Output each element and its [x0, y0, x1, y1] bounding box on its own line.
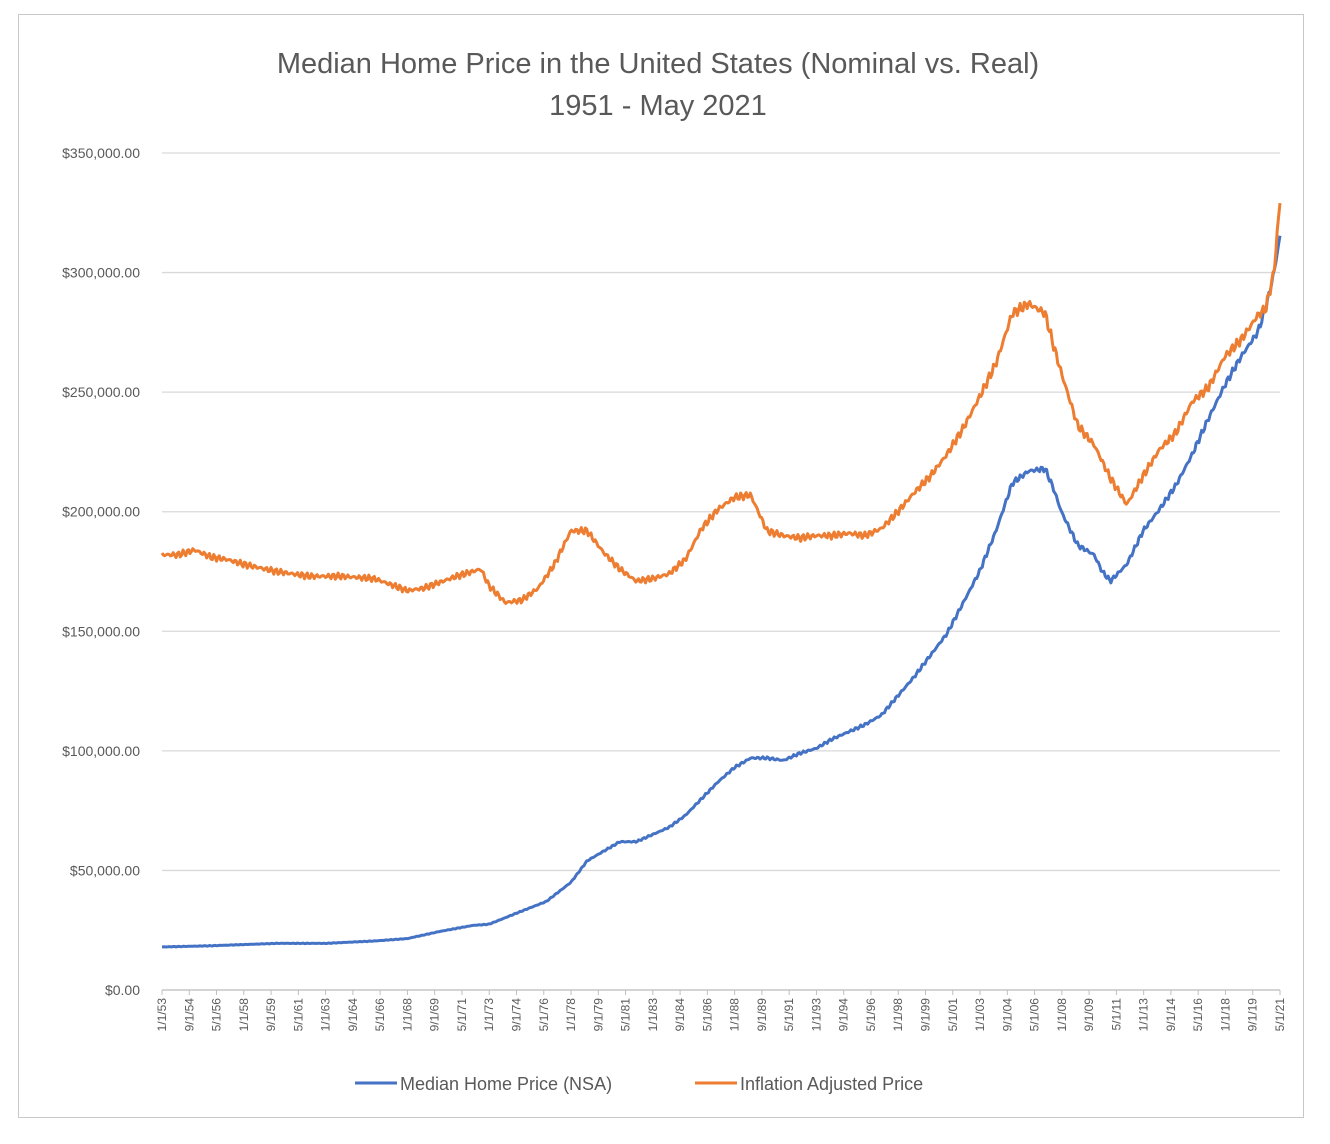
x-tick-label: 5/1/76 — [537, 998, 551, 1032]
x-tick-label: 9/1/84 — [673, 998, 687, 1032]
chart-subtitle: 1951 - May 2021 — [549, 90, 767, 122]
series-lines — [160, 202, 1282, 949]
x-tick-label: 5/1/01 — [946, 998, 960, 1032]
x-tick-label: 9/1/94 — [837, 998, 851, 1032]
y-tick-label: $250,000.00 — [62, 384, 140, 400]
x-tick-label: 1/1/63 — [319, 998, 333, 1032]
series-line-inflation-adjusted — [160, 202, 1282, 605]
x-tick-label: 1/1/13 — [1137, 998, 1151, 1032]
x-tick-label: 1/1/53 — [155, 998, 169, 1032]
y-tick-label: $350,000.00 — [62, 145, 140, 161]
x-tick-label: 5/1/61 — [291, 998, 305, 1032]
x-tick-label: 5/1/56 — [210, 998, 224, 1032]
y-tick-label: $100,000.00 — [62, 743, 140, 759]
x-tick-label: 1/1/98 — [891, 998, 905, 1032]
x-tick-label: 1/1/08 — [1055, 998, 1069, 1032]
x-tick-label: 9/1/79 — [591, 998, 605, 1032]
x-axis-ticks: 1/1/53 9/1/54 5/1/56 1/1/58 9/1/59 5/1/61 1/1/… — [155, 990, 1287, 1031]
legend-label-inflation-adjusted: Inflation Adjusted Price — [740, 1074, 923, 1094]
x-tick-label: 9/1/89 — [755, 998, 769, 1032]
chart-frame — [18, 14, 1304, 1118]
x-tick-label: 5/1/21 — [1273, 998, 1287, 1032]
x-tick-label: 9/1/14 — [1164, 998, 1178, 1032]
x-tick-label: 5/1/91 — [782, 998, 796, 1032]
x-tick-label: 1/1/93 — [809, 998, 823, 1032]
x-tick-label: 5/1/96 — [864, 998, 878, 1032]
x-tick-label: 9/1/54 — [182, 998, 196, 1032]
x-tick-label: 5/1/11 — [1109, 998, 1123, 1031]
x-tick-label: 5/1/16 — [1191, 998, 1205, 1032]
x-tick-label: 5/1/06 — [1028, 998, 1042, 1032]
x-tick-label: 9/1/69 — [428, 998, 442, 1032]
x-tick-label: 1/1/03 — [973, 998, 987, 1032]
x-tick-label: 5/1/86 — [700, 998, 714, 1032]
x-tick-label: 9/1/74 — [509, 998, 523, 1032]
y-tick-label: $300,000.00 — [62, 265, 140, 281]
legend-label-nominal: Median Home Price (NSA) — [400, 1074, 612, 1094]
x-tick-label: 1/1/78 — [564, 998, 578, 1032]
x-tick-label: 1/1/68 — [400, 998, 414, 1032]
chart-title: Median Home Price in the United States (… — [277, 48, 1039, 80]
x-tick-label: 1/1/18 — [1218, 998, 1232, 1032]
legend: Median Home Price (NSA) Inflation Adjuste… — [355, 1074, 923, 1094]
y-tick-label: $150,000.00 — [62, 623, 140, 639]
x-tick-label: 5/1/81 — [619, 998, 633, 1032]
y-tick-label: $0.00 — [105, 982, 140, 998]
gridlines — [162, 152, 1280, 991]
x-tick-label: 1/1/88 — [728, 998, 742, 1032]
x-tick-label: 9/1/59 — [264, 998, 278, 1032]
x-tick-label: 1/1/58 — [237, 998, 251, 1032]
x-tick-label: 9/1/09 — [1082, 998, 1096, 1032]
x-tick-label: 9/1/04 — [1000, 998, 1014, 1032]
x-tick-label: 5/1/66 — [373, 998, 387, 1032]
y-tick-label: $200,000.00 — [62, 504, 140, 520]
x-tick-label: 9/1/99 — [919, 998, 933, 1032]
y-tick-label: $50,000.00 — [70, 862, 140, 878]
x-tick-label: 1/1/83 — [646, 998, 660, 1032]
x-tick-label: 9/1/64 — [346, 998, 360, 1032]
x-tick-label: 5/1/71 — [455, 998, 469, 1032]
series-line-nominal — [161, 235, 1282, 949]
y-axis-ticks: $0.00 $50,000.00 $100,000.00 $150,000.00 $20… — [62, 145, 140, 998]
x-tick-label: 9/1/19 — [1246, 998, 1260, 1032]
x-tick-label: 1/1/73 — [482, 998, 496, 1032]
